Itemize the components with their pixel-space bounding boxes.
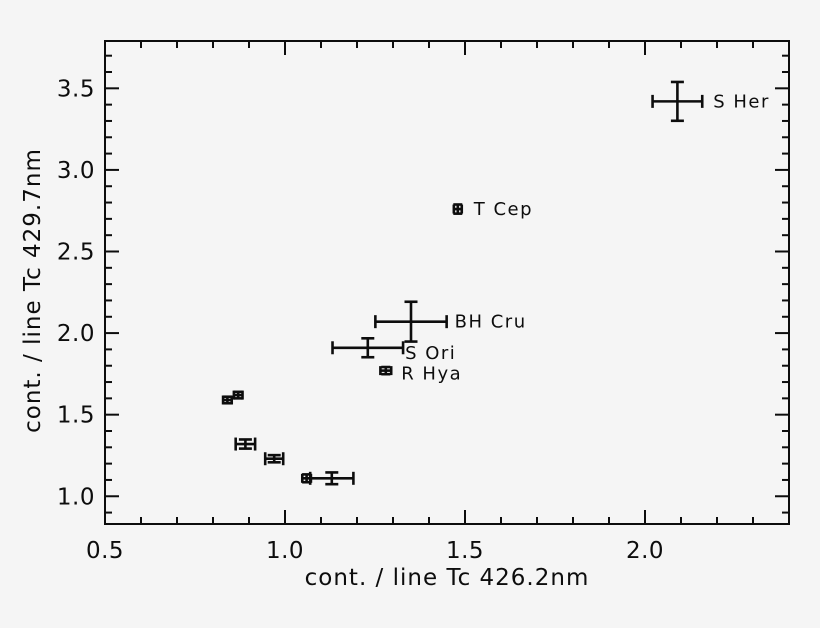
point-label: BH Cru [455, 312, 527, 333]
x-tick-label: 0.5 [86, 538, 124, 564]
point-label: S Ori [405, 343, 456, 364]
data-point [651, 80, 704, 123]
y-tick-label: 1.0 [57, 484, 95, 510]
data-point [331, 337, 405, 359]
x-tick-label: 1.0 [266, 538, 304, 564]
data-point [379, 365, 393, 376]
x-axis-title: cont. / line Tc 426.2nm [305, 565, 590, 591]
point-label: R Hya [401, 364, 462, 385]
data-point [234, 437, 257, 451]
point-label: T Cep [473, 199, 533, 220]
data-point [374, 300, 448, 343]
x-tick-label: 2.0 [626, 538, 664, 564]
y-tick-label: 2.5 [57, 239, 95, 265]
y-tick-label: 3.5 [57, 76, 95, 102]
data-point [308, 471, 355, 486]
data-point [452, 203, 464, 215]
x-tick-label: 1.5 [446, 538, 484, 564]
data-point [263, 452, 285, 466]
point-label: S Her [713, 91, 770, 112]
plot-frame [104, 40, 790, 525]
y-tick-label: 1.5 [57, 403, 95, 429]
y-tick-label: 2.0 [57, 321, 95, 347]
y-tick-label: 3.0 [57, 158, 95, 184]
y-axis-title: cont. / line Tc 429.7nm [20, 148, 46, 433]
data-point [221, 395, 234, 405]
data-point [232, 390, 244, 400]
